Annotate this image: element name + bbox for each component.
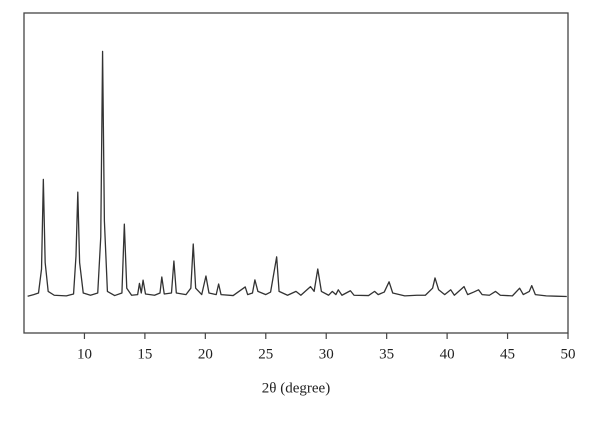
x-tick-label: 40 [440,346,455,362]
x-tick-label: 25 [258,346,273,362]
x-tick-label: 45 [500,346,515,362]
x-tick-label: 10 [77,346,92,362]
x-tick-label: 20 [198,346,213,362]
x-tick-label: 50 [561,346,576,362]
plot-frame [23,12,569,334]
x-tick-label: 30 [319,346,334,362]
x-tick-label: 35 [379,346,394,362]
data-line [27,50,567,298]
x-axis-label: 2θ (degree) [262,380,330,396]
x-tick-label: 15 [137,346,152,362]
